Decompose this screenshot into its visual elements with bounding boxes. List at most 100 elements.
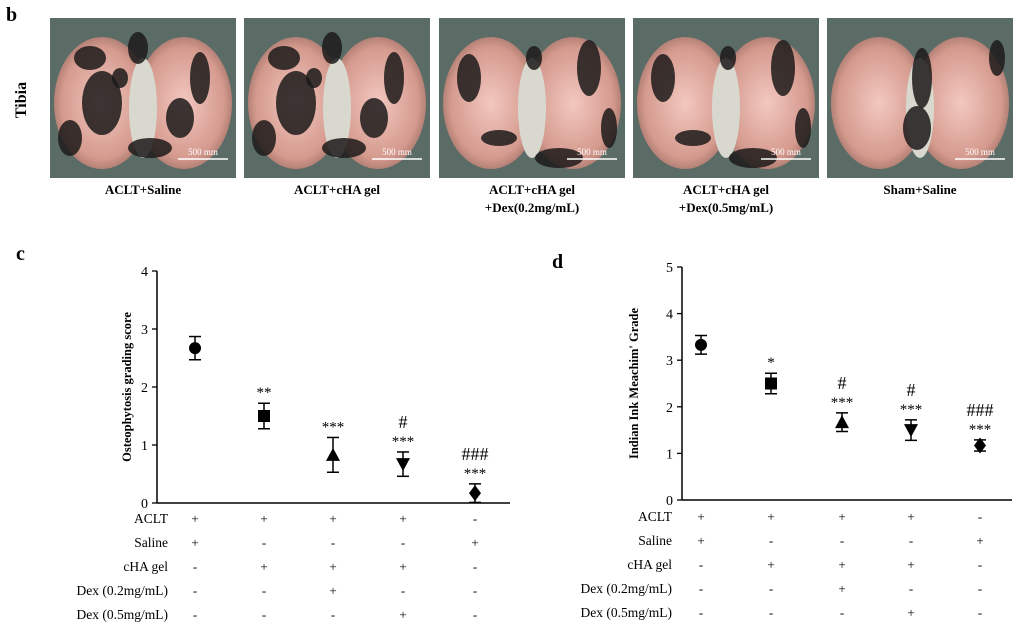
table-cell: - xyxy=(769,581,773,596)
ink-stain xyxy=(651,54,675,102)
photo-caption: Sham+Saline xyxy=(827,181,1013,199)
ink-stain xyxy=(112,68,128,88)
y-axis-label: Osteophytosis grading score xyxy=(120,312,134,462)
table-cell: - xyxy=(331,535,335,550)
significance-hash: # xyxy=(907,380,916,400)
table-cell: - xyxy=(769,533,773,548)
table-row-label: Dex (0.2mg/mL) xyxy=(77,583,168,598)
photo-caption-line: ACLT+cHA gel xyxy=(682,182,770,197)
table-cell: - xyxy=(193,607,197,622)
ink-stain xyxy=(577,40,601,96)
table-cell: + xyxy=(399,511,406,526)
y-tick-label: 4 xyxy=(666,308,673,323)
photo-caption-line: ACLT+Saline xyxy=(104,182,182,197)
y-tick-label: 1 xyxy=(141,439,148,454)
ink-stain xyxy=(729,148,777,168)
table-cell: + xyxy=(907,605,914,620)
significance-stars: * xyxy=(767,355,775,371)
tibia-photo: 500 mm xyxy=(244,18,430,178)
table-cell: - xyxy=(193,583,197,598)
significance-hash: # xyxy=(399,412,408,432)
ink-stain xyxy=(481,130,517,146)
y-tick-label: 3 xyxy=(666,354,673,369)
table-cell: - xyxy=(699,605,703,620)
ink-stain xyxy=(601,108,617,148)
medial-condyle xyxy=(831,37,927,169)
y-tick-label: 0 xyxy=(141,497,148,512)
y-tick-label: 2 xyxy=(666,401,673,416)
table-cell: - xyxy=(473,559,477,574)
table-cell: + xyxy=(399,607,406,622)
table-cell: - xyxy=(909,533,913,548)
significance-stars: *** xyxy=(322,419,345,435)
significance-hash: ### xyxy=(462,444,489,464)
intercondylar-tissue xyxy=(323,58,351,158)
scale-bar-label: 500 mm xyxy=(771,147,801,157)
ink-stain xyxy=(457,54,481,102)
ink-stain xyxy=(322,138,366,158)
table-cell: + xyxy=(838,581,845,596)
table-cell: + xyxy=(260,511,267,526)
photo-caption: ACLT+cHA gel +Dex(0.5mg/mL) xyxy=(623,181,829,217)
table-cell: - xyxy=(978,605,982,620)
intercondylar-tissue xyxy=(518,58,546,158)
table-cell: - xyxy=(193,559,197,574)
data-point-diamond xyxy=(469,485,481,502)
y-tick-label: 4 xyxy=(141,265,148,280)
table-row-label: Dex (0.2mg/mL) xyxy=(581,581,672,596)
table-cell: - xyxy=(699,581,703,596)
photo-caption-line: ACLT+cHA gel xyxy=(488,182,576,197)
table-cell: - xyxy=(262,583,266,598)
table-cell: - xyxy=(699,557,703,572)
table-cell: + xyxy=(329,583,336,598)
ink-stain xyxy=(128,32,148,64)
photo-caption: ACLT+cHA gel +Dex(0.2mg/mL) xyxy=(429,181,635,217)
data-point-circle xyxy=(695,338,707,351)
table-cell: - xyxy=(769,605,773,620)
ink-stain xyxy=(74,46,106,70)
table-cell: + xyxy=(838,557,845,572)
ink-stain xyxy=(771,40,795,96)
photo-caption-line: Sham+Saline xyxy=(883,182,957,197)
y-tick-label: 5 xyxy=(666,261,673,276)
table-cell: - xyxy=(331,607,335,622)
table-row-label: cHA gel xyxy=(123,559,168,574)
table-cell: - xyxy=(473,607,477,622)
photo-caption-line: +Dex(0.2mg/mL) xyxy=(484,200,580,215)
significance-hash: # xyxy=(838,373,847,393)
table-cell: - xyxy=(473,583,477,598)
table-cell: - xyxy=(401,535,405,550)
scale-bar-label: 500 mm xyxy=(382,147,412,157)
table-cell: + xyxy=(907,557,914,572)
table-cell: + xyxy=(697,533,704,548)
table-cell: + xyxy=(329,511,336,526)
ink-stain xyxy=(675,130,711,146)
table-cell: + xyxy=(907,509,914,524)
table-cell: - xyxy=(401,583,405,598)
ink-stain xyxy=(360,98,388,138)
ink-stain xyxy=(268,46,300,70)
ink-stain xyxy=(166,98,194,138)
scale-bar-label: 500 mm xyxy=(577,147,607,157)
intercondylar-tissue xyxy=(712,58,740,158)
ink-stain xyxy=(190,52,210,104)
table-row-label: Saline xyxy=(638,533,672,548)
tibia-row-label: Tibia xyxy=(13,81,30,119)
ink-stain xyxy=(128,138,172,158)
data-point-triangle-up xyxy=(835,415,849,429)
scale-bar-label: 500 mm xyxy=(965,147,995,157)
panel-letter: c xyxy=(16,243,25,265)
tibia-photo: 500 mm xyxy=(827,18,1013,178)
ink-stain xyxy=(912,48,932,108)
table-cell: - xyxy=(978,581,982,596)
table-cell: + xyxy=(329,559,336,574)
ink-stain xyxy=(276,71,316,135)
data-point-square xyxy=(258,410,270,422)
photo-caption: ACLT+Saline xyxy=(50,181,236,199)
table-cell: - xyxy=(473,511,477,526)
significance-hash: ### xyxy=(967,400,994,420)
tibia-photo: 500 mm xyxy=(633,18,819,178)
ink-stain xyxy=(306,68,322,88)
table-cell: - xyxy=(840,605,844,620)
